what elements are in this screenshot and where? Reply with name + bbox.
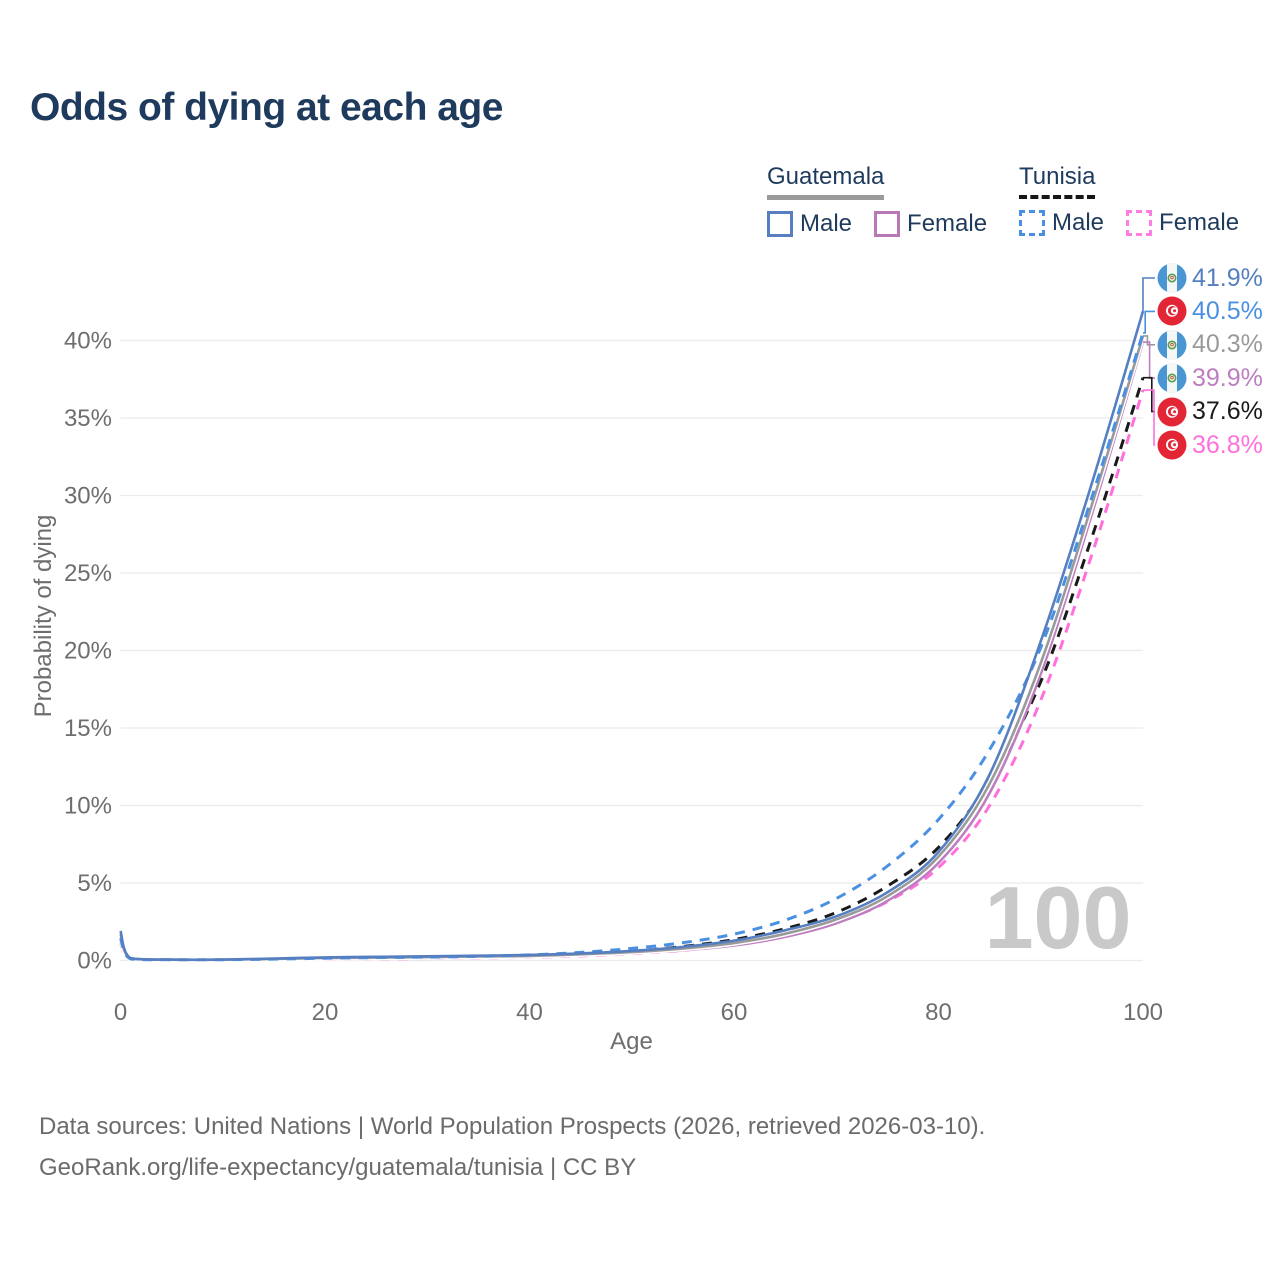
end-label-value: 40.5%: [1192, 296, 1263, 325]
end-label-tunisia-male[interactable]: 40.5%: [1157, 296, 1263, 326]
y-tick-label: 20%: [64, 638, 112, 665]
legend-label-tunisia-female: Female: [1159, 209, 1240, 236]
legend-label-tunisia-male: Male: [1052, 209, 1105, 236]
x-tick-label: 40: [516, 999, 543, 1026]
legend-country-guatemala[interactable]: Guatemala: [767, 163, 885, 200]
legend-swatch-tunisia-female[interactable]: [1126, 210, 1153, 236]
label-connector-guatemala-female: [1143, 341, 1155, 379]
end-label-value: 39.9%: [1192, 363, 1263, 392]
label-connector-tunisia-female: [1143, 389, 1155, 446]
end-label-guatemala-male[interactable]: 41.9%: [1157, 263, 1263, 293]
legend-country-tunisia[interactable]: Tunisia: [1019, 163, 1096, 199]
end-label-tunisia-female[interactable]: 36.8%: [1157, 430, 1263, 460]
y-tick-label: 35%: [64, 405, 112, 432]
y-tick-label: 0%: [77, 948, 112, 975]
end-label-guatemala-both[interactable]: 40.3%: [1157, 330, 1263, 360]
y-tick-label: 25%: [64, 560, 112, 587]
footer-attribution: GeoRank.org/life-expectancy/guatemala/tu…: [39, 1154, 637, 1181]
legend-group-tunisia: Tunisia Male Female: [1019, 163, 1239, 237]
legend-label-guatemala-female: Female: [907, 210, 988, 237]
end-label-value: 41.9%: [1192, 263, 1263, 292]
footer: Data sources: United Nations | World Pop…: [39, 1106, 985, 1188]
legend-row-guatemala: Male Female: [767, 210, 987, 238]
y-tick-label: 40%: [64, 328, 112, 355]
y-tick-label: 5%: [77, 870, 112, 897]
legend-group-guatemala: Guatemala Male Female: [767, 163, 987, 238]
x-tick-label: 60: [721, 999, 748, 1026]
legend-swatch-guatemala-female[interactable]: [874, 211, 901, 237]
end-label-tunisia-both[interactable]: 37.6%: [1157, 397, 1263, 427]
end-label-guatemala-female[interactable]: 39.9%: [1157, 363, 1263, 393]
end-label-value: 36.8%: [1192, 430, 1263, 459]
hover-age-watermark: 100: [985, 868, 1132, 967]
x-tick-label: 20: [312, 999, 339, 1026]
tunisia-flag-icon: [1157, 296, 1187, 326]
label-connector-tunisia-male: [1143, 310, 1155, 334]
x-tick-label: 100: [1123, 999, 1163, 1026]
x-tick-label: 80: [925, 999, 952, 1026]
guatemala-flag-icon: [1157, 330, 1187, 360]
y-axis-title: Probability of dying: [30, 514, 57, 718]
page-title: Odds of dying at each age: [30, 86, 503, 129]
x-axis-title: Age: [610, 1028, 653, 1055]
x-tick-label: 0: [114, 999, 127, 1026]
footer-data-sources: Data sources: United Nations | World Pop…: [39, 1113, 986, 1140]
tunisia-flag-icon: [1157, 397, 1187, 427]
label-connector-guatemala-both: [1143, 335, 1155, 346]
end-label-value: 37.6%: [1192, 397, 1263, 426]
tunisia-flag-icon: [1157, 430, 1187, 460]
series-line-guatemala-male[interactable]: [119, 310, 1145, 962]
series-line-guatemala-both[interactable]: [119, 335, 1145, 962]
legend-row-tunisia: Male Female: [1019, 209, 1239, 237]
legend-swatch-tunisia-male[interactable]: [1019, 210, 1045, 236]
series-line-casing: [117, 335, 1146, 963]
y-tick-label: 30%: [64, 483, 112, 510]
y-tick-label: 10%: [64, 793, 112, 820]
y-tick-label: 15%: [64, 715, 112, 742]
legend-swatch-guatemala-male[interactable]: [767, 211, 793, 237]
end-label-value: 40.3%: [1192, 330, 1263, 359]
legend-label-guatemala-male: Male: [800, 210, 853, 237]
guatemala-flag-icon: [1157, 363, 1187, 393]
series-line-tunisia-male[interactable]: [119, 332, 1145, 962]
guatemala-flag-icon: [1157, 263, 1187, 293]
label-connector-guatemala-male: [1142, 277, 1155, 312]
